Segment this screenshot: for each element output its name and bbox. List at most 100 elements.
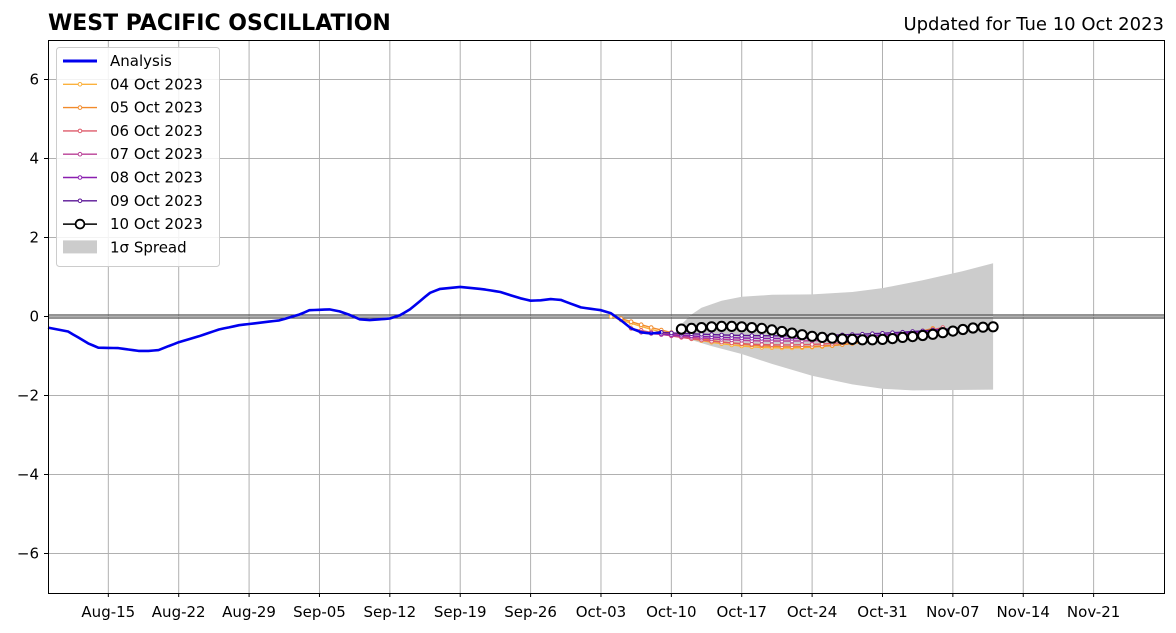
latest-forecast-point [716,320,728,332]
x-tick-label: Oct-10 [646,603,696,621]
legend-entry: 05 Oct 2023 [63,99,203,117]
forecast-series-point [628,319,634,325]
legend-box [56,47,220,267]
latest-forecast-point [786,327,798,339]
latest-forecast-point [967,322,979,334]
latest-forecast-point [947,325,959,337]
latest-forecast-point [796,329,808,341]
y-axis: −6 −4 −2 0 2 4 6 [17,71,48,563]
latest-forecast-layer [675,320,999,346]
x-tick-label: Oct-03 [576,603,626,621]
x-tick-label: Nov-21 [1067,603,1120,621]
legend-entry: 08 Oct 2023 [63,169,203,187]
latest-forecast-point [685,322,698,334]
y-tick-label: 2 [29,229,39,247]
forecast-series-point [749,333,755,338]
latest-forecast-point [806,330,818,342]
latest-forecast-point [675,323,688,335]
zero-line-layer [48,314,1164,319]
latest-forecast-point [866,334,879,346]
x-tick-label: Aug-15 [81,603,135,621]
legend-marker [77,82,83,87]
latest-forecast-point [836,333,848,345]
x-tick-label: Sep-05 [293,603,346,621]
latest-forecast-point [977,321,989,333]
legend-entry: Analysis [63,52,172,70]
legend-label: 10 Oct 2023 [110,215,203,233]
y-tick-label: 6 [29,71,39,89]
chart-title: WEST PACIFIC OSCILLATION [48,11,391,36]
latest-forecast-point [856,334,869,346]
spread-band-layer [681,263,994,391]
legend-label: 08 Oct 2023 [110,169,203,187]
latest-forecast-point [907,331,919,343]
legend-label: 1σ Spread [110,238,187,256]
latest-forecast-point [957,323,969,336]
latest-forecast-point [876,333,889,345]
y-tick-label: −6 [17,545,39,563]
forecast-series-point [638,322,644,328]
latest-forecast-point [897,331,909,343]
forecast-series-point [669,330,674,336]
x-tick-label: Oct-17 [717,603,767,621]
latest-forecast-point [776,325,788,338]
legend: Analysis 04 Oct 2023 05 Oct 2023 06 Oct 202… [56,47,220,267]
legend-marker [77,175,83,180]
latest-forecast-point [917,329,929,342]
legend-label: Analysis [110,52,172,70]
x-tick-label: Sep-19 [434,603,487,621]
forecast-series-point [759,342,765,347]
x-tick-label: Oct-31 [857,603,907,621]
x-tick-label: Nov-14 [997,603,1050,621]
latest-forecast-point [726,320,738,332]
legend-entry: 10 Oct 2023 [63,215,203,233]
y-tick-label: 0 [29,308,39,326]
plot-frame [48,40,1165,594]
legend-label: 09 Oct 2023 [110,192,203,210]
analysis-line [47,285,662,353]
x-tick-label: Sep-12 [363,603,416,621]
latest-forecast-point [927,328,939,340]
forecast-series-point [779,342,785,348]
legend-marker [77,128,83,134]
forecast-series-point [709,332,714,337]
x-tick-label: Nov-07 [926,603,979,621]
latest-forecast-point [766,324,778,336]
forecast-series-point [809,342,815,347]
forecast-series-point [799,342,805,348]
legend-entry: 09 Oct 2023 [63,192,203,210]
legend-label: 06 Oct 2023 [110,122,203,140]
legend-marker [77,151,83,157]
x-axis: Aug-15 Aug-22 Aug-29 Sep-05 Sep-12 Sep-19 Sep-… [81,593,1120,621]
legend-entry: 1σ Spread [63,238,187,256]
legend-marker [74,218,86,230]
latest-forecast-point [937,327,949,339]
legend-swatch [63,240,97,254]
latest-forecast-point [695,322,708,334]
forecast-series-point [789,342,795,348]
latest-forecast-point [756,322,768,334]
spread-band [681,263,994,391]
legend-entry: 07 Oct 2023 [63,145,203,163]
chart-subtitle: Updated for Tue 10 Oct 2023 [903,14,1164,35]
legend-label: 07 Oct 2023 [110,145,203,163]
legend-marker [77,105,83,110]
legend-label: 05 Oct 2023 [110,99,203,117]
latest-forecast-point [706,321,718,333]
latest-forecast-point [816,331,828,343]
y-tick-label: 4 [29,150,39,168]
x-tick-label: Aug-22 [152,603,206,621]
y-tick-label: −4 [17,466,39,484]
x-tick-label: Aug-29 [222,603,276,621]
forecast-series-point [648,325,654,330]
legend-label: 04 Oct 2023 [110,75,203,93]
y-tick-label: −2 [17,387,39,405]
forecast-series-point [759,333,765,339]
forecast-series-point [739,333,745,338]
latest-forecast-point [846,333,858,345]
latest-forecast-point [736,321,748,333]
latest-forecast-point [746,322,758,334]
latest-forecast-point [987,321,999,333]
legend-marker [77,198,83,204]
